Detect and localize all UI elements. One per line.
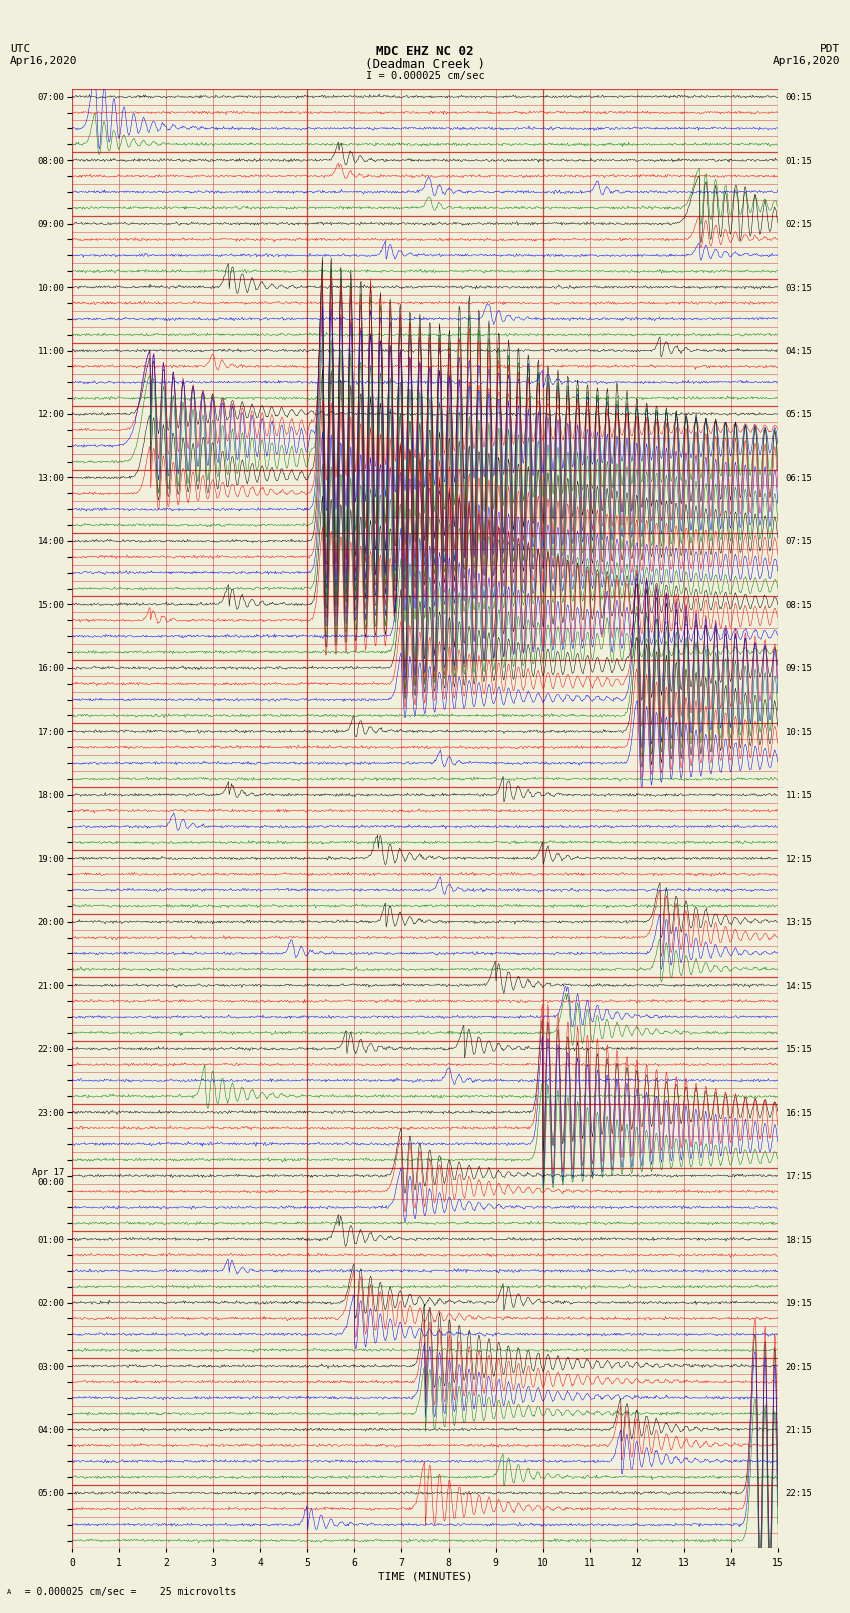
Text: Apr16,2020: Apr16,2020 bbox=[773, 56, 840, 66]
Text: A: A bbox=[7, 1589, 11, 1595]
Text: I = 0.000025 cm/sec: I = 0.000025 cm/sec bbox=[366, 71, 484, 81]
X-axis label: TIME (MINUTES): TIME (MINUTES) bbox=[377, 1571, 473, 1582]
Text: UTC: UTC bbox=[10, 44, 31, 53]
Text: Apr16,2020: Apr16,2020 bbox=[10, 56, 77, 66]
Text: (Deadman Creek ): (Deadman Creek ) bbox=[365, 58, 485, 71]
Text: MDC EHZ NC 02: MDC EHZ NC 02 bbox=[377, 45, 473, 58]
Text: PDT: PDT bbox=[819, 44, 840, 53]
Text: = 0.000025 cm/sec =    25 microvolts: = 0.000025 cm/sec = 25 microvolts bbox=[13, 1587, 236, 1597]
